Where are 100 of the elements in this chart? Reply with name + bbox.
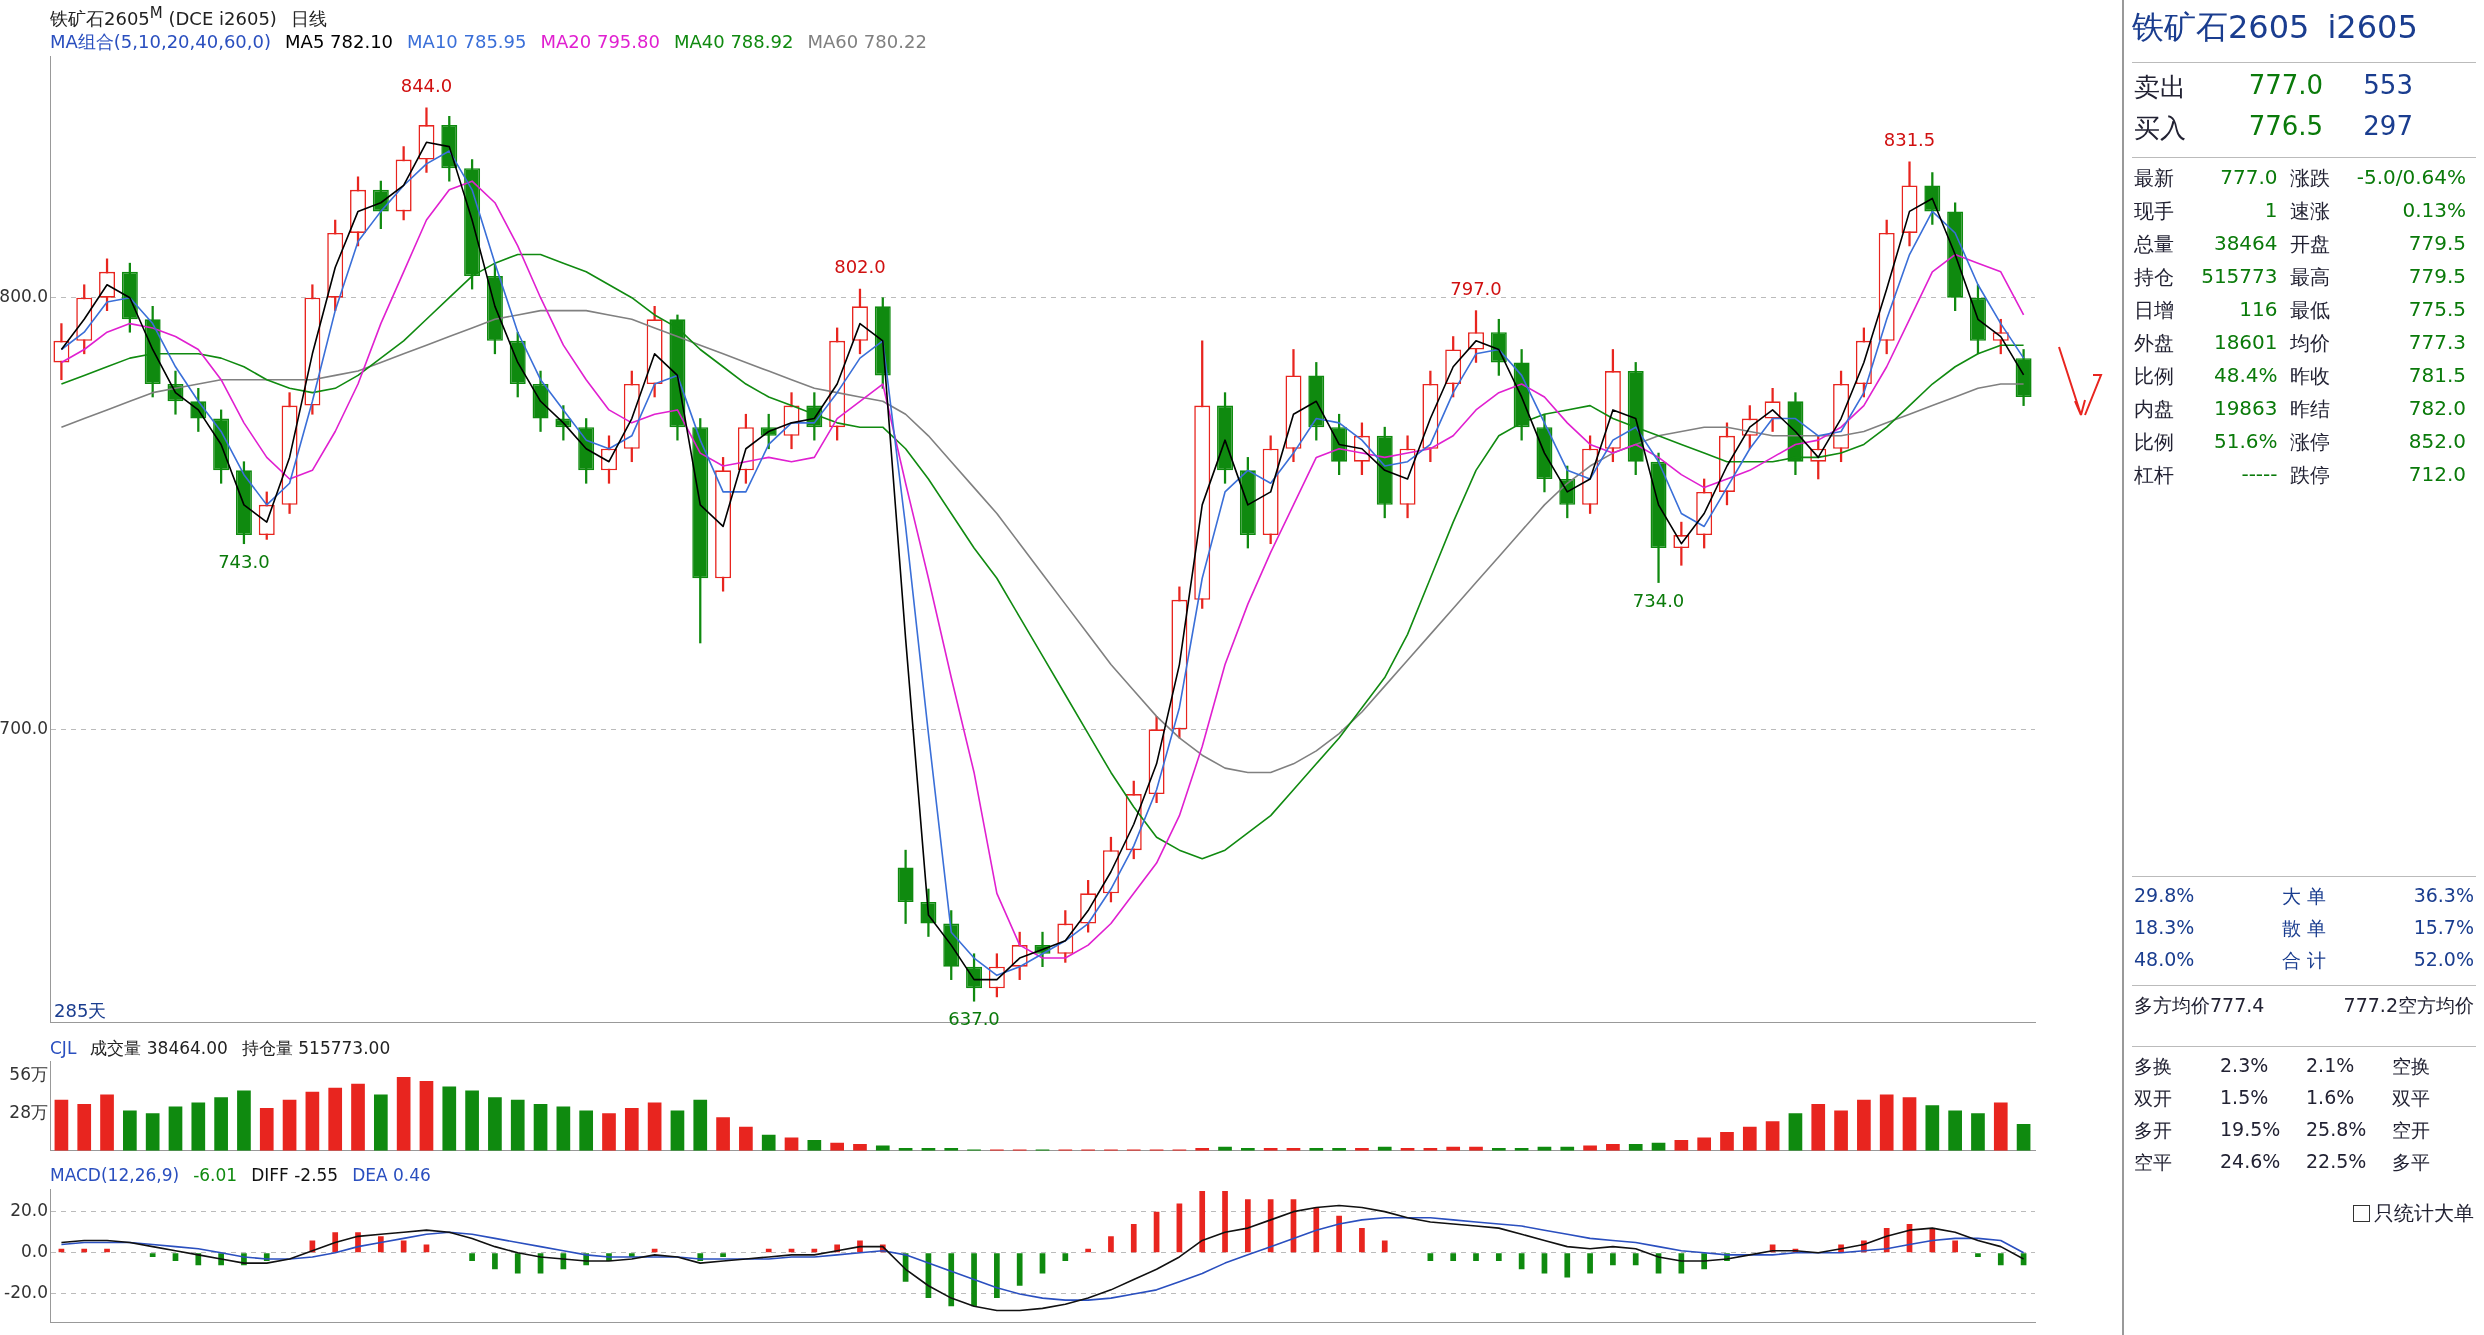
text: 空平 <box>2133 1150 2173 1175</box>
text: MA40 788.92 <box>673 31 794 52</box>
text: 852.0 <box>2407 428 2467 455</box>
annotation: 797.0 <box>1450 277 1502 299</box>
text: 777.3 <box>2407 329 2467 356</box>
text: 空开 <box>2391 1118 2431 1143</box>
text: 776.5 <box>2247 110 2325 143</box>
chart-title: MACD(12,26,9) <box>50 1165 180 1185</box>
text: 1.5% <box>2219 1085 2270 1110</box>
text: 18.3% <box>2133 915 2196 940</box>
text: 781.5 <box>2407 362 2467 389</box>
text: 多换 <box>2133 1054 2173 1079</box>
text: 1 <box>2263 197 2279 224</box>
text: 1.6% <box>2305 1085 2356 1110</box>
y-tick-label: 800.0 <box>0 286 48 307</box>
text: 总量 <box>2133 231 2175 258</box>
text: 782.0 <box>2407 395 2467 422</box>
text: 比例 <box>2133 429 2175 456</box>
y-tick-label: 20.0 <box>10 1200 48 1221</box>
text: 多开 <box>2133 1118 2173 1143</box>
text: 553 <box>2362 69 2414 102</box>
text: 持仓 <box>2133 264 2175 291</box>
text: 15.7% <box>2412 915 2475 940</box>
text: MA60 780.22 <box>807 31 927 52</box>
y-tick-label: -20.0 <box>4 1282 48 1303</box>
y-tick-label: 56万 <box>9 1064 48 1085</box>
text: 0.13% <box>2401 197 2467 224</box>
text: i2605 <box>2327 8 2418 46</box>
text: 大 单 <box>2280 884 2327 909</box>
text: MA5 782.10 <box>285 31 394 52</box>
text: 多平 <box>2391 1150 2431 1175</box>
text: 779.5 <box>2407 263 2467 290</box>
text: 777.0 <box>2219 164 2279 191</box>
text: 最低 <box>2288 297 2331 324</box>
text: 多方均价777.4 <box>2133 993 2266 1018</box>
text: 日增 <box>2133 297 2175 324</box>
text: 内盘 <box>2133 396 2175 423</box>
text: 最高 <box>2288 264 2331 291</box>
text: 777.2空方均价 <box>2342 993 2475 1018</box>
text: 22.5% <box>2305 1149 2368 1174</box>
text: 昨收 <box>2288 363 2331 390</box>
text: 买入 <box>2133 112 2187 145</box>
text: 51.6% <box>2213 428 2279 455</box>
text: 合 计 <box>2280 948 2327 973</box>
text: 现手 <box>2133 198 2175 225</box>
text: 297 <box>2362 110 2414 143</box>
y-tick-label: 700.0 <box>0 717 48 738</box>
text: 38464 <box>2212 230 2279 257</box>
text: 涨停 <box>2288 429 2331 456</box>
text: 779.5 <box>2407 230 2467 257</box>
text: ----- <box>2240 461 2279 488</box>
text: 外盘 <box>2133 330 2175 357</box>
text: 48.0% <box>2133 947 2196 972</box>
text: 2.3% <box>2219 1053 2270 1078</box>
text: -5.0/0.64% <box>2355 164 2467 191</box>
text: 48.4% <box>2213 362 2279 389</box>
text: 515773 <box>2200 263 2279 290</box>
text: 24.6% <box>2219 1149 2282 1174</box>
text: 116 <box>2238 296 2279 323</box>
text: 铁矿石2605 <box>2132 8 2310 46</box>
text: 双平 <box>2391 1086 2431 1111</box>
text: -6.01 <box>193 1165 238 1185</box>
text: 25.8% <box>2305 1117 2368 1142</box>
text: 52.0% <box>2412 947 2475 972</box>
text: 18601 <box>2212 329 2279 356</box>
text: 双开 <box>2133 1086 2173 1111</box>
text: DEA 0.46 <box>352 1165 431 1185</box>
chart-title: CJL <box>50 1038 77 1058</box>
text: 昨结 <box>2288 396 2331 423</box>
y-tick-label: 28万 <box>9 1101 48 1122</box>
text: 均价 <box>2288 330 2331 357</box>
y-tick-label: 0.0 <box>20 1241 48 1262</box>
annotation: 285天 <box>54 999 107 1021</box>
text: 空换 <box>2391 1054 2431 1079</box>
text: 成交量 38464.00 <box>90 1038 228 1058</box>
annotation: 844.0 <box>400 74 453 96</box>
text: 涨跌 <box>2288 165 2331 192</box>
legend-title: MA组合(5,10,20,40,60,0) <box>50 31 272 52</box>
annotation: 831.5 <box>1883 128 1936 150</box>
text: 775.5 <box>2407 296 2467 323</box>
text: 36.3% <box>2412 883 2475 908</box>
annotation: 734.0 <box>1632 589 1685 611</box>
text: 卖出 <box>2133 71 2187 104</box>
chart-title: 铁矿石2605$^{M}$ (DCE i2605) <box>50 4 277 29</box>
text: MA10 785.95 <box>407 31 527 52</box>
annotation: 802.0 <box>834 256 886 278</box>
text: 2.1% <box>2305 1053 2356 1078</box>
text: 29.8% <box>2133 883 2196 908</box>
annotation: 743.0 <box>218 550 270 572</box>
text: DIFF -2.55 <box>251 1165 339 1185</box>
text: 712.0 <box>2407 461 2467 488</box>
text: 跌停 <box>2288 462 2331 489</box>
text: 19.5% <box>2219 1117 2282 1142</box>
text: 19863 <box>2212 395 2279 422</box>
text: 持仓量 515773.00 <box>241 1038 391 1058</box>
text: MA20 795.80 <box>540 31 660 52</box>
text: 杠杆 <box>2133 462 2175 489</box>
text: 777.0 <box>2247 69 2325 102</box>
text: 最新 <box>2133 165 2175 192</box>
chart-subtitle: 日线 <box>290 8 327 29</box>
